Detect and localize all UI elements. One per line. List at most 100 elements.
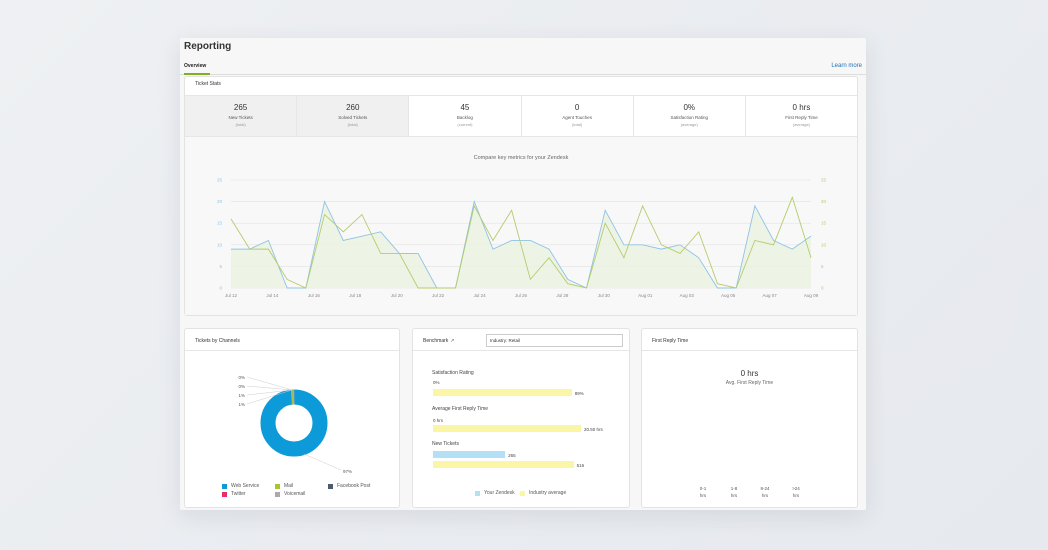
chart-title: Compare key metrics for your Zendesk: [474, 155, 569, 161]
benchmark-industry-value: 89%: [574, 391, 584, 396]
x-tick-label: Jul 26: [515, 293, 528, 298]
benchmark-panel: Benchmark ↗ Industry: Retail Satisfaction…: [412, 328, 630, 508]
metrics-line-chart: Compare key metrics for your Zendesk 0 0 5 5…: [217, 155, 827, 298]
stat-sub: (average): [792, 122, 810, 127]
stat-label: Agent Touches: [562, 115, 592, 120]
stat-value: 0%: [683, 103, 696, 112]
x-tick-label: Jul 22: [432, 293, 445, 298]
panel-title: Tickets by Channels: [185, 329, 399, 351]
x-tick-label: Aug 03: [680, 293, 695, 298]
x-tick-label: Aug 07: [762, 293, 777, 298]
page-title: Reporting: [184, 41, 232, 52]
ticket-stats-card: Ticket Stats 265 New Tickets (total) 260…: [184, 76, 858, 316]
bucket-over-24: >24 hrs: [786, 485, 806, 499]
slice-percent-label: 1%: [238, 402, 245, 407]
panel-title: First Reply Time: [642, 329, 857, 351]
stat-value: 260: [346, 103, 360, 112]
tab-overview[interactable]: Overview: [184, 63, 207, 69]
stat-value: 0: [574, 103, 580, 112]
slice-leader-line: [246, 385, 293, 391]
stat-backlog[interactable]: 45 Backlog (current): [409, 96, 522, 136]
y-tick-label-right: 10: [821, 242, 827, 247]
metrics-chart-area: Compare key metrics for your Zendesk 0 0 5 5…: [185, 137, 857, 315]
stat-new-tickets[interactable]: 265 New Tickets (total): [185, 96, 298, 136]
benchmark-yours-value: 0 hrs: [433, 418, 444, 423]
stat-value: 265: [233, 103, 248, 112]
bucket-unit: hrs: [761, 493, 769, 498]
legend-swatch: [222, 491, 227, 497]
legend-label: Twitter: [231, 491, 246, 497]
bucket-range: >24: [792, 486, 800, 491]
benchmark-yours-bar: [433, 451, 506, 458]
stats-row: 265 New Tickets (total) 260 Solved Ticke…: [185, 95, 857, 137]
first-reply-time-panel: First Reply Time 0 hrs Avg. First Reply …: [641, 328, 858, 508]
stat-value: 45: [460, 103, 470, 112]
x-tick-label: Aug 09: [804, 293, 819, 298]
bucket-0-1: 0-1 hrs: [693, 485, 713, 499]
legend-label: Your Zendesk: [484, 490, 515, 496]
bucket-range: 8-24: [760, 486, 770, 491]
y-tick-label-left: 20: [217, 199, 223, 204]
slice-percent-label: 0%: [238, 375, 245, 380]
series-line-2: [230, 195, 812, 289]
legend-label: Web Service: [231, 483, 260, 489]
stat-sub: (average): [680, 122, 698, 127]
bucket-range: 0-1: [699, 486, 707, 491]
stat-first-reply-time[interactable]: 0 hrs First Reply Time (average): [746, 96, 857, 136]
channels-donut-chart: 0% 0% 1% 1% 97%: [238, 375, 352, 474]
legend-swatch: [222, 483, 227, 489]
x-tick-label: Aug 05: [721, 293, 736, 298]
stat-label: First Reply Time: [785, 115, 818, 120]
x-tick-label: Jul 12: [225, 293, 238, 298]
y-tick-label-left: 10: [217, 242, 223, 247]
tabs-divider: [180, 74, 866, 75]
stat-value: 0 hrs: [792, 103, 811, 112]
stat-label: Solved Tickets: [338, 115, 368, 120]
y-tick-label-right: 20: [821, 199, 827, 204]
y-tick-label-right: 15: [821, 221, 827, 226]
bucket-unit: hrs: [699, 493, 707, 498]
legend-mail: Mail: [275, 483, 293, 489]
reporting-app: Reporting Overview Learn more Ticket Sta…: [180, 38, 866, 510]
bucket-range: 1-8: [730, 486, 738, 491]
x-tick-label: Jul 16: [308, 293, 321, 298]
benchmark-industry-bar: [433, 389, 572, 396]
legend-swatch: [520, 490, 525, 496]
slice-leader-line: [246, 389, 293, 405]
legend-swatch: [275, 491, 280, 497]
legend-label: Industry average: [529, 490, 567, 496]
legend-swatch: [475, 490, 480, 496]
slice-leader-line: [246, 376, 293, 391]
slice-percent-label: 97%: [343, 469, 352, 474]
y-tick-label-right: 25: [821, 178, 827, 183]
stat-sub: (total): [571, 122, 583, 127]
industry-select[interactable]: Industry: Retail: [486, 334, 623, 347]
legend-label: Facebook Post: [337, 483, 371, 489]
legend-your-zendesk: Your Zendesk: [475, 490, 515, 496]
benchmark-metric-label: Satisfaction Rating: [432, 370, 474, 376]
benchmark-metric-label: Average First Reply Time: [432, 406, 489, 412]
legend-label: Voicemail: [284, 491, 306, 497]
y-tick-label-left: 15: [217, 221, 223, 226]
slice-percent-label: 1%: [238, 393, 245, 398]
stat-sub: (total): [235, 122, 246, 127]
stat-sub: (current): [457, 122, 473, 127]
y-tick-label-left: 25: [217, 178, 223, 183]
x-tick-label: Jul 28: [556, 293, 569, 298]
external-link-icon[interactable]: ↗: [450, 338, 455, 344]
stat-agent-touches[interactable]: 0 Agent Touches (total): [522, 96, 634, 136]
stat-satisfaction-rating[interactable]: 0% Satisfaction Rating (average): [634, 96, 746, 136]
benchmark-yours-value: 265: [508, 453, 516, 458]
bucket-1-8: 1-8 hrs: [724, 485, 744, 499]
bucket-unit: hrs: [730, 493, 738, 498]
donut-slice-mail: [290, 389, 294, 405]
stat-solved-tickets[interactable]: 260 Solved Tickets (total): [297, 96, 410, 136]
legend-facebook-post: Facebook Post: [328, 483, 370, 489]
legend-swatch: [275, 483, 280, 489]
benchmark-header: Benchmark ↗ Industry: Retail: [413, 329, 629, 351]
learn-more-link[interactable]: Learn more: [831, 63, 862, 69]
x-tick-label: Aug 01: [638, 293, 653, 298]
benchmark-yours-value: 0%: [433, 380, 440, 385]
x-tick-label: Jul 24: [474, 293, 487, 298]
benchmark-metric-label: New Tickets: [432, 441, 459, 447]
